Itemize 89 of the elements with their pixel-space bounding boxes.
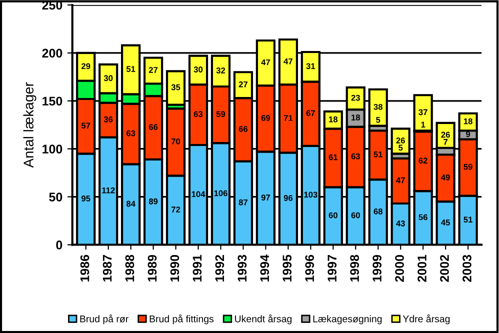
- data-label: 70: [172, 138, 180, 144]
- data-label: 51: [374, 152, 383, 158]
- data-label: 87: [238, 199, 248, 206]
- x-tick-label: 1987: [102, 255, 112, 282]
- data-label: 59: [464, 164, 472, 170]
- y-axis-title: Antal lækager: [23, 82, 36, 168]
- x-tick-label: 1992: [215, 254, 224, 282]
- data-label: 23: [351, 94, 360, 101]
- x-tick-label: 1994: [260, 254, 270, 282]
- data-label: 51: [126, 66, 136, 72]
- data-label: 9: [466, 131, 470, 138]
- data-label: 31: [306, 63, 316, 70]
- data-label: 18: [352, 114, 360, 120]
- legend-label: Ukendt årsag: [235, 314, 292, 324]
- x-tick-label: 2002: [440, 254, 449, 282]
- data-label: 27: [238, 81, 248, 88]
- data-label: 63: [194, 111, 203, 118]
- data-label: 63: [351, 153, 360, 160]
- data-label: 32: [216, 68, 226, 74]
- data-label: 5: [398, 144, 403, 151]
- data-label: 95: [82, 196, 90, 202]
- data-label: 89: [148, 198, 158, 204]
- x-tick-label: 1995: [282, 254, 292, 282]
- data-label: 67: [306, 110, 315, 116]
- data-label: 30: [104, 75, 113, 82]
- data-label: 112: [102, 187, 115, 194]
- data-label: 38: [374, 104, 382, 110]
- data-label: 84: [126, 200, 136, 207]
- x-tick-label: 1997: [328, 255, 337, 282]
- data-label: 51: [464, 216, 472, 223]
- data-label: 56: [418, 214, 428, 220]
- data-label: 63: [126, 130, 136, 136]
- data-label: 66: [238, 126, 248, 132]
- x-tick-label: 1998: [350, 254, 359, 282]
- legend-label: Lækagesøgning: [313, 315, 382, 324]
- data-label: 71: [284, 115, 293, 121]
- x-tick-label: 1991: [192, 254, 202, 282]
- x-tick-label: 1989: [148, 254, 157, 282]
- x-tick-label: 2001: [418, 254, 426, 282]
- data-label: 47: [396, 177, 405, 184]
- data-label: 97: [261, 194, 270, 200]
- data-label: 43: [396, 220, 405, 226]
- data-label: 47: [284, 58, 292, 64]
- x-tick-label: 1988: [125, 254, 134, 282]
- data-label: 30: [194, 66, 203, 72]
- data-label: 60: [351, 212, 360, 218]
- data-label: 18: [464, 118, 472, 124]
- x-tick-label: 1993: [238, 254, 247, 282]
- x-tick-label: 2000: [395, 254, 404, 282]
- y-tick-label: 150: [42, 96, 62, 106]
- data-label: 36: [104, 116, 113, 122]
- data-label: 47: [261, 59, 270, 66]
- data-label: 26: [441, 132, 450, 138]
- data-label: 5: [376, 116, 380, 123]
- data-label: 104: [192, 191, 206, 198]
- data-label: 96: [284, 195, 293, 201]
- data-label: 57: [81, 122, 90, 129]
- data-label: 1: [421, 122, 426, 128]
- legend-label: Brud på fittings: [150, 314, 214, 324]
- data-label: 61: [328, 154, 338, 160]
- data-label: 37: [418, 109, 428, 116]
- x-tick-label: 1996: [305, 254, 314, 282]
- data-label: 59: [216, 111, 226, 118]
- data-label: 103: [304, 192, 318, 198]
- data-label: 66: [148, 124, 158, 130]
- data-label: 69: [261, 114, 270, 121]
- x-tick-label: 1999: [372, 254, 382, 282]
- data-label: 60: [328, 212, 338, 218]
- data-label: 29: [82, 63, 90, 70]
- legend-label: Ydre årsag: [402, 314, 450, 324]
- legend-label: Brud på rør: [80, 314, 128, 324]
- data-label: 45: [441, 220, 450, 226]
- y-tick-label: 0: [56, 240, 62, 250]
- data-label: 72: [172, 206, 180, 212]
- data-label: 68: [374, 208, 382, 214]
- data-label: 35: [171, 84, 180, 90]
- x-tick-label: 2003: [462, 254, 472, 282]
- y-tick-label: 100: [42, 144, 62, 154]
- data-label: 18: [329, 116, 338, 122]
- y-tick-label: 200: [42, 48, 62, 58]
- x-tick-label: 1986: [80, 254, 90, 282]
- data-label: 106: [214, 190, 228, 196]
- x-tick-label: 1990: [170, 254, 180, 282]
- data-label: 26: [396, 138, 405, 144]
- y-tick-label: 50: [49, 192, 62, 202]
- data-label: 62: [418, 158, 428, 164]
- data-label: 27: [148, 67, 158, 73]
- data-label: 7: [444, 139, 448, 145]
- data-label: 49: [441, 174, 450, 180]
